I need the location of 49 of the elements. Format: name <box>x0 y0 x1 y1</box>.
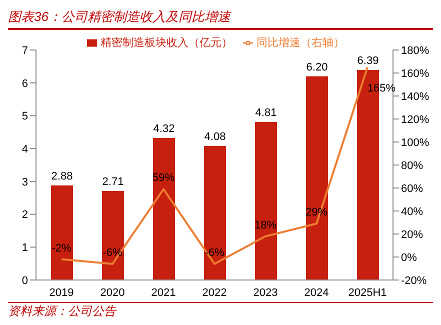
y-tick-label: 0 <box>22 274 28 287</box>
data-label: 4.32 <box>153 123 175 136</box>
data-label: 29% <box>305 206 328 219</box>
y-tick-label: 3 <box>22 176 28 188</box>
x-tick-label: 2020 <box>100 286 125 299</box>
x-tick-label: 2019 <box>49 286 74 299</box>
data-label: 6.20 <box>306 61 328 74</box>
bar <box>204 146 226 280</box>
y2-tick-label: 0% <box>401 252 418 264</box>
y2-tick-label: 40% <box>401 206 424 218</box>
data-label: -6% <box>204 246 224 259</box>
y-tick-label: 1 <box>22 242 28 254</box>
bar <box>153 138 175 280</box>
x-tick-label: 2022 <box>202 286 227 299</box>
data-label: 4.81 <box>255 106 277 119</box>
y2-tick-label: -20% <box>401 274 427 287</box>
legend-label: 同比增速（右轴） <box>256 37 344 49</box>
data-label: 4.08 <box>204 130 226 143</box>
y2-tick-label: 120% <box>401 114 430 126</box>
y-tick-label: 7 <box>22 44 28 57</box>
data-label: 18% <box>254 219 277 232</box>
bar <box>255 122 277 280</box>
y-tick-label: 2 <box>22 209 28 222</box>
y2-tick-label: 160% <box>401 68 430 80</box>
bar <box>102 190 124 280</box>
y-tick-label: 6 <box>22 78 28 90</box>
y-tick-label: 4 <box>22 143 28 156</box>
bar <box>51 185 73 280</box>
x-tick-label: 2021 <box>151 286 176 299</box>
y2-tick-label: 60% <box>401 182 424 195</box>
legend-label: 精密制造板块收入（亿元） <box>100 37 232 49</box>
y2-tick-label: 140% <box>401 90 430 103</box>
bar <box>306 76 328 280</box>
x-tick-label: 2023 <box>253 286 278 299</box>
y2-tick-label: 180% <box>401 44 430 57</box>
x-tick-label: 2024 <box>304 286 329 299</box>
y2-tick-label: 100% <box>401 136 430 149</box>
chart-title: 图表36：公司精密制造收入及同比增速 <box>8 8 433 30</box>
data-label: 2.71 <box>102 176 124 188</box>
data-label: 2.88 <box>51 170 73 182</box>
x-tick-label: 2025H1 <box>348 286 387 299</box>
y2-tick-label: 20% <box>401 228 424 241</box>
y2-tick-label: 80% <box>401 160 424 172</box>
data-label: -6% <box>102 246 122 259</box>
data-label: 6.39 <box>357 55 379 68</box>
text: 资料来源：公司公告 <box>8 302 433 320</box>
data-label: -2% <box>52 242 72 254</box>
data-label: 59% <box>152 172 175 184</box>
y-tick-label: 5 <box>22 110 28 123</box>
